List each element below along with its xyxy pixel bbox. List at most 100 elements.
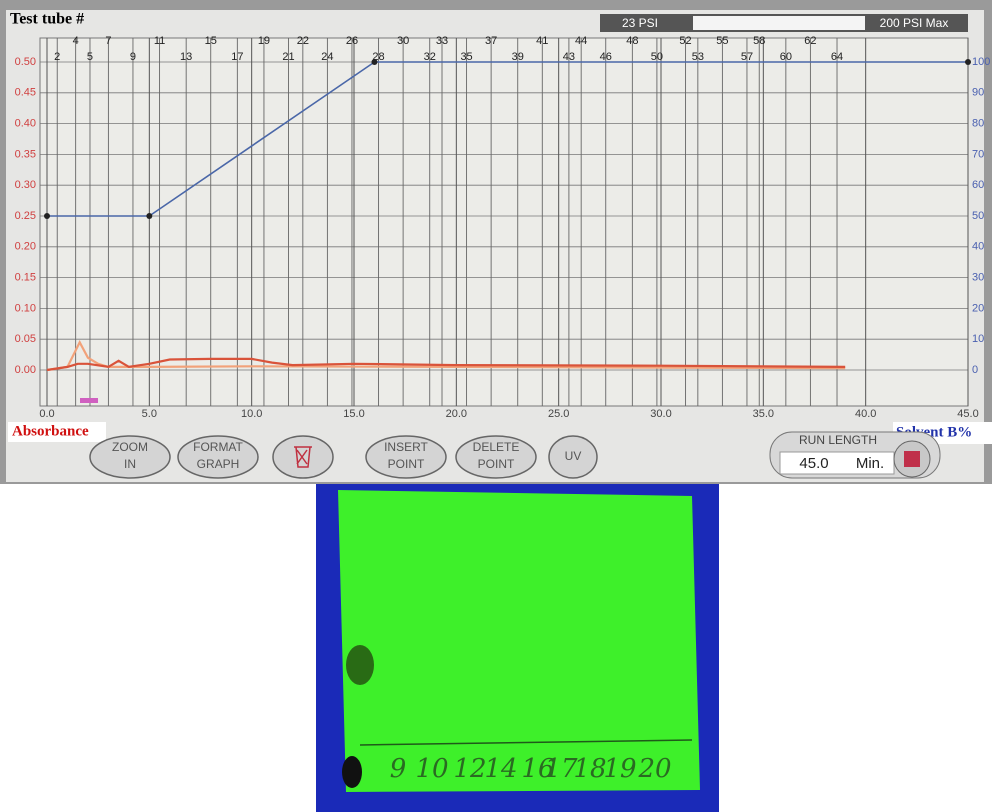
tube-label: 2 xyxy=(54,51,60,63)
pressure-track xyxy=(693,16,865,30)
x-tick-label: 30.0 xyxy=(650,408,671,420)
y-tick-label: 0.30 xyxy=(15,179,36,191)
keypad-icon xyxy=(904,451,920,467)
tube-label: 11 xyxy=(154,35,165,47)
y2-tick-label: 10 xyxy=(972,333,984,345)
y2-tick-label: 50 xyxy=(972,210,984,222)
tlc-label: 12 xyxy=(453,754,486,784)
y-tick-label: 0.20 xyxy=(15,241,36,253)
button-label: GRAPH xyxy=(197,457,240,471)
tube-label: 5 xyxy=(87,51,93,63)
series-point xyxy=(371,59,377,65)
y2-tick-label: 70 xyxy=(972,148,984,160)
run-length-value: 45.0 xyxy=(799,455,828,472)
pressure-max: 200 PSI Max xyxy=(880,16,949,30)
tube-label: 9 xyxy=(130,51,136,63)
tube-label: 19 xyxy=(258,35,270,47)
y-tick-label: 0.35 xyxy=(15,148,36,160)
tube-label: 57 xyxy=(741,51,753,63)
tube-label: 43 xyxy=(563,51,575,63)
y2-tick-label: 30 xyxy=(972,272,984,284)
tlc-shadow xyxy=(342,756,362,788)
tube-label: 46 xyxy=(600,51,612,63)
x-tick-label: 10.0 xyxy=(241,408,262,420)
tube-label: 60 xyxy=(780,51,792,63)
y2-tick-label: 80 xyxy=(972,118,984,130)
tube-label: 26 xyxy=(346,35,358,47)
button-label: POINT xyxy=(478,457,515,471)
tube-label: 24 xyxy=(321,51,333,63)
y-tick-label: 0.00 xyxy=(15,364,36,376)
y2-tick-label: 40 xyxy=(972,241,984,253)
run-length-unit: Min. xyxy=(856,455,884,472)
tube-label: 4 xyxy=(73,35,79,47)
tlc-label: 10 xyxy=(415,754,448,784)
series-point xyxy=(146,213,152,219)
pressure-current: 23 PSI xyxy=(622,16,658,30)
y-tick-label: 0.05 xyxy=(15,333,36,345)
button-label: IN xyxy=(124,457,136,471)
tube-label: 17 xyxy=(231,51,243,63)
tube-label: 52 xyxy=(679,35,691,47)
y-tick-label: 0.10 xyxy=(15,302,36,314)
tlc-label: 9 xyxy=(390,754,407,784)
button-label: INSERT xyxy=(384,440,428,454)
y2-tick-label: 0 xyxy=(972,364,978,376)
tlc-label: 14 xyxy=(484,754,517,784)
tlc-spot xyxy=(346,645,374,685)
tube-label: 13 xyxy=(180,51,192,63)
screenshot: 23 PSI 200 PSI Max Test tube # Absorbanc… xyxy=(0,0,992,812)
x-tick-label: 5.0 xyxy=(142,408,157,420)
tube-label: 41 xyxy=(536,35,548,47)
tube-label: 37 xyxy=(485,35,497,47)
tube-label: 32 xyxy=(424,51,436,63)
y2-tick-label: 20 xyxy=(972,302,984,314)
tlc-label: 18 xyxy=(573,754,606,784)
series-point xyxy=(965,59,971,65)
y-tick-label: 0.50 xyxy=(15,56,36,68)
y-tick-label: 0.15 xyxy=(15,272,36,284)
y-tick-label: 0.45 xyxy=(15,87,36,99)
tube-label: 62 xyxy=(804,35,816,47)
top-axis-title: Test tube # xyxy=(10,11,84,28)
x-tick-label: 45.0 xyxy=(957,408,978,420)
tube-label: 7 xyxy=(105,35,111,47)
button[interactable] xyxy=(273,436,333,478)
tube-label: 21 xyxy=(282,51,294,63)
y-tick-label: 0.40 xyxy=(15,118,36,130)
x-tick-label: 25.0 xyxy=(548,408,569,420)
button-label: DELETE xyxy=(473,440,520,454)
x-tick-label: 40.0 xyxy=(855,408,876,420)
x-tick-label: 15.0 xyxy=(343,408,364,420)
tlc-plate xyxy=(338,490,700,792)
y2-tick-label: 90 xyxy=(972,87,984,99)
tube-label: 33 xyxy=(436,35,448,47)
series-point xyxy=(44,213,50,219)
tube-label: 22 xyxy=(297,35,309,47)
y2-tick-label: 60 xyxy=(972,179,984,191)
tube-label: 44 xyxy=(575,35,587,47)
y2-tick-label: 100 xyxy=(972,56,990,68)
button-label: FORMAT xyxy=(193,440,243,454)
tube-label: 58 xyxy=(753,35,765,47)
x-tick-label: 35.0 xyxy=(753,408,774,420)
y-axis-title: Absorbance xyxy=(12,423,89,439)
tube-label: 35 xyxy=(460,51,472,63)
tube-label: 48 xyxy=(626,35,638,47)
button-label: POINT xyxy=(388,457,425,471)
y-tick-label: 0.25 xyxy=(15,210,36,222)
tube-label: 64 xyxy=(831,51,843,63)
run-length-label: RUN LENGTH xyxy=(799,433,877,447)
tube-label: 55 xyxy=(716,35,728,47)
fraction-marker xyxy=(80,398,98,403)
button-label: ZOOM xyxy=(112,440,148,454)
tube-label: 53 xyxy=(692,51,704,63)
tube-label: 15 xyxy=(205,35,217,47)
tube-label: 30 xyxy=(397,35,409,47)
x-tick-label: 0.0 xyxy=(39,408,54,420)
tube-label: 50 xyxy=(651,51,663,63)
tlc-label: 20 xyxy=(637,754,671,784)
x-tick-label: 20.0 xyxy=(446,408,467,420)
button-label: UV xyxy=(565,449,582,463)
tlc-label: 19 xyxy=(603,754,636,784)
